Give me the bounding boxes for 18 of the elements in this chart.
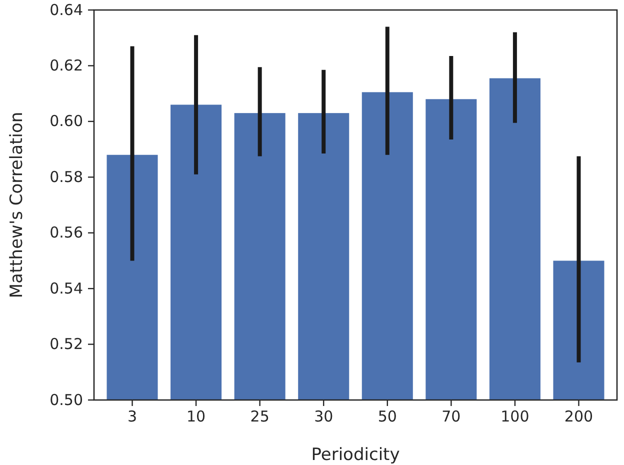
x-tick-label: 200 bbox=[564, 408, 594, 426]
y-tick-label: 0.60 bbox=[50, 112, 83, 130]
y-axis-title: Matthew's Correlation bbox=[7, 112, 27, 298]
y-tick-label: 0.64 bbox=[50, 0, 83, 19]
x-tick-label: 30 bbox=[314, 408, 334, 426]
y-tick-label: 0.52 bbox=[50, 335, 83, 354]
x-tick-label: 25 bbox=[250, 408, 270, 426]
x-tick-label: 10 bbox=[186, 408, 206, 426]
y-tick-label: 0.62 bbox=[50, 56, 83, 75]
y-tick-label: 0.56 bbox=[50, 224, 83, 242]
x-tick-label: 70 bbox=[442, 408, 461, 426]
x-tick-label: 100 bbox=[500, 408, 530, 426]
x-tick-label: 3 bbox=[127, 408, 138, 426]
y-tick-label: 0.58 bbox=[50, 168, 83, 186]
y-tick-label: 0.54 bbox=[50, 279, 83, 298]
x-axis-title: Periodicity bbox=[311, 445, 400, 465]
y-tick-label: 0.50 bbox=[50, 390, 83, 409]
x-tick-label: 50 bbox=[378, 408, 397, 426]
